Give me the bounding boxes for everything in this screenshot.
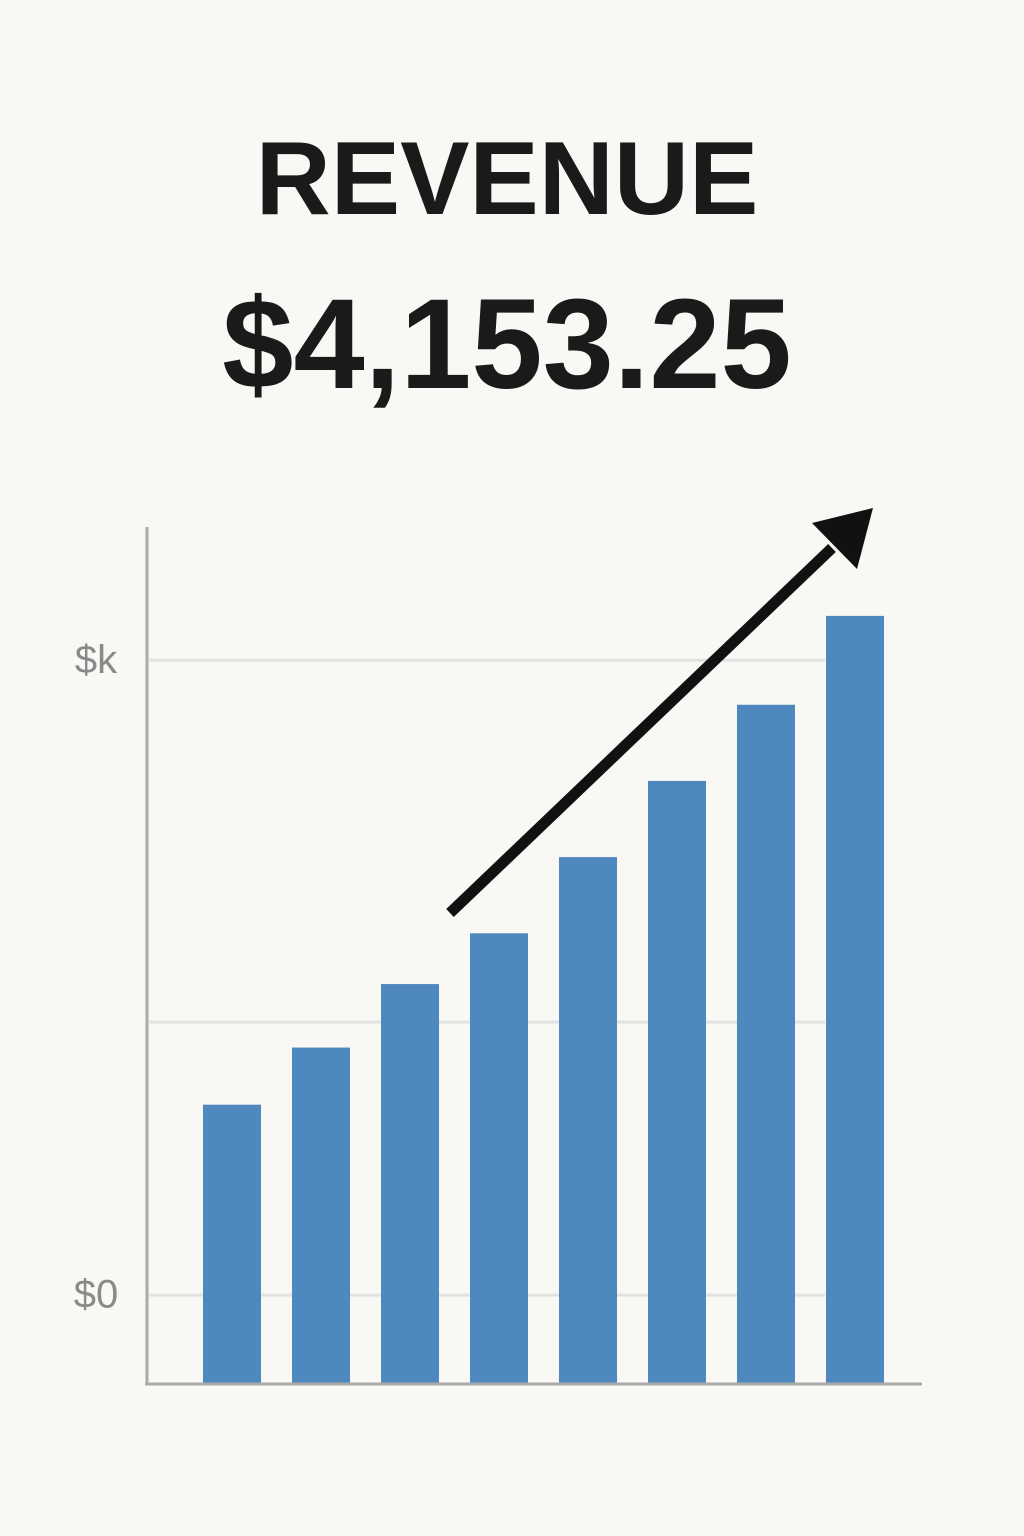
bar: [826, 615, 884, 1384]
bar: [292, 1047, 350, 1384]
bar: [559, 857, 617, 1384]
bar: [381, 984, 439, 1384]
y-tick-label: $k: [75, 638, 118, 682]
trend-arrow: [446, 508, 873, 917]
bar: [737, 704, 795, 1384]
chart-subtitle: $4,153.25: [222, 273, 791, 416]
bar: [648, 780, 706, 1384]
bar: [470, 933, 528, 1384]
arrow-head: [812, 508, 873, 569]
plot-area: $0 $k: [74, 615, 884, 1384]
bar: [203, 1104, 261, 1384]
y-tick-label: $0: [74, 1273, 119, 1317]
arrow-shaft: [446, 544, 836, 917]
chart-title: REVENUE: [256, 121, 759, 237]
